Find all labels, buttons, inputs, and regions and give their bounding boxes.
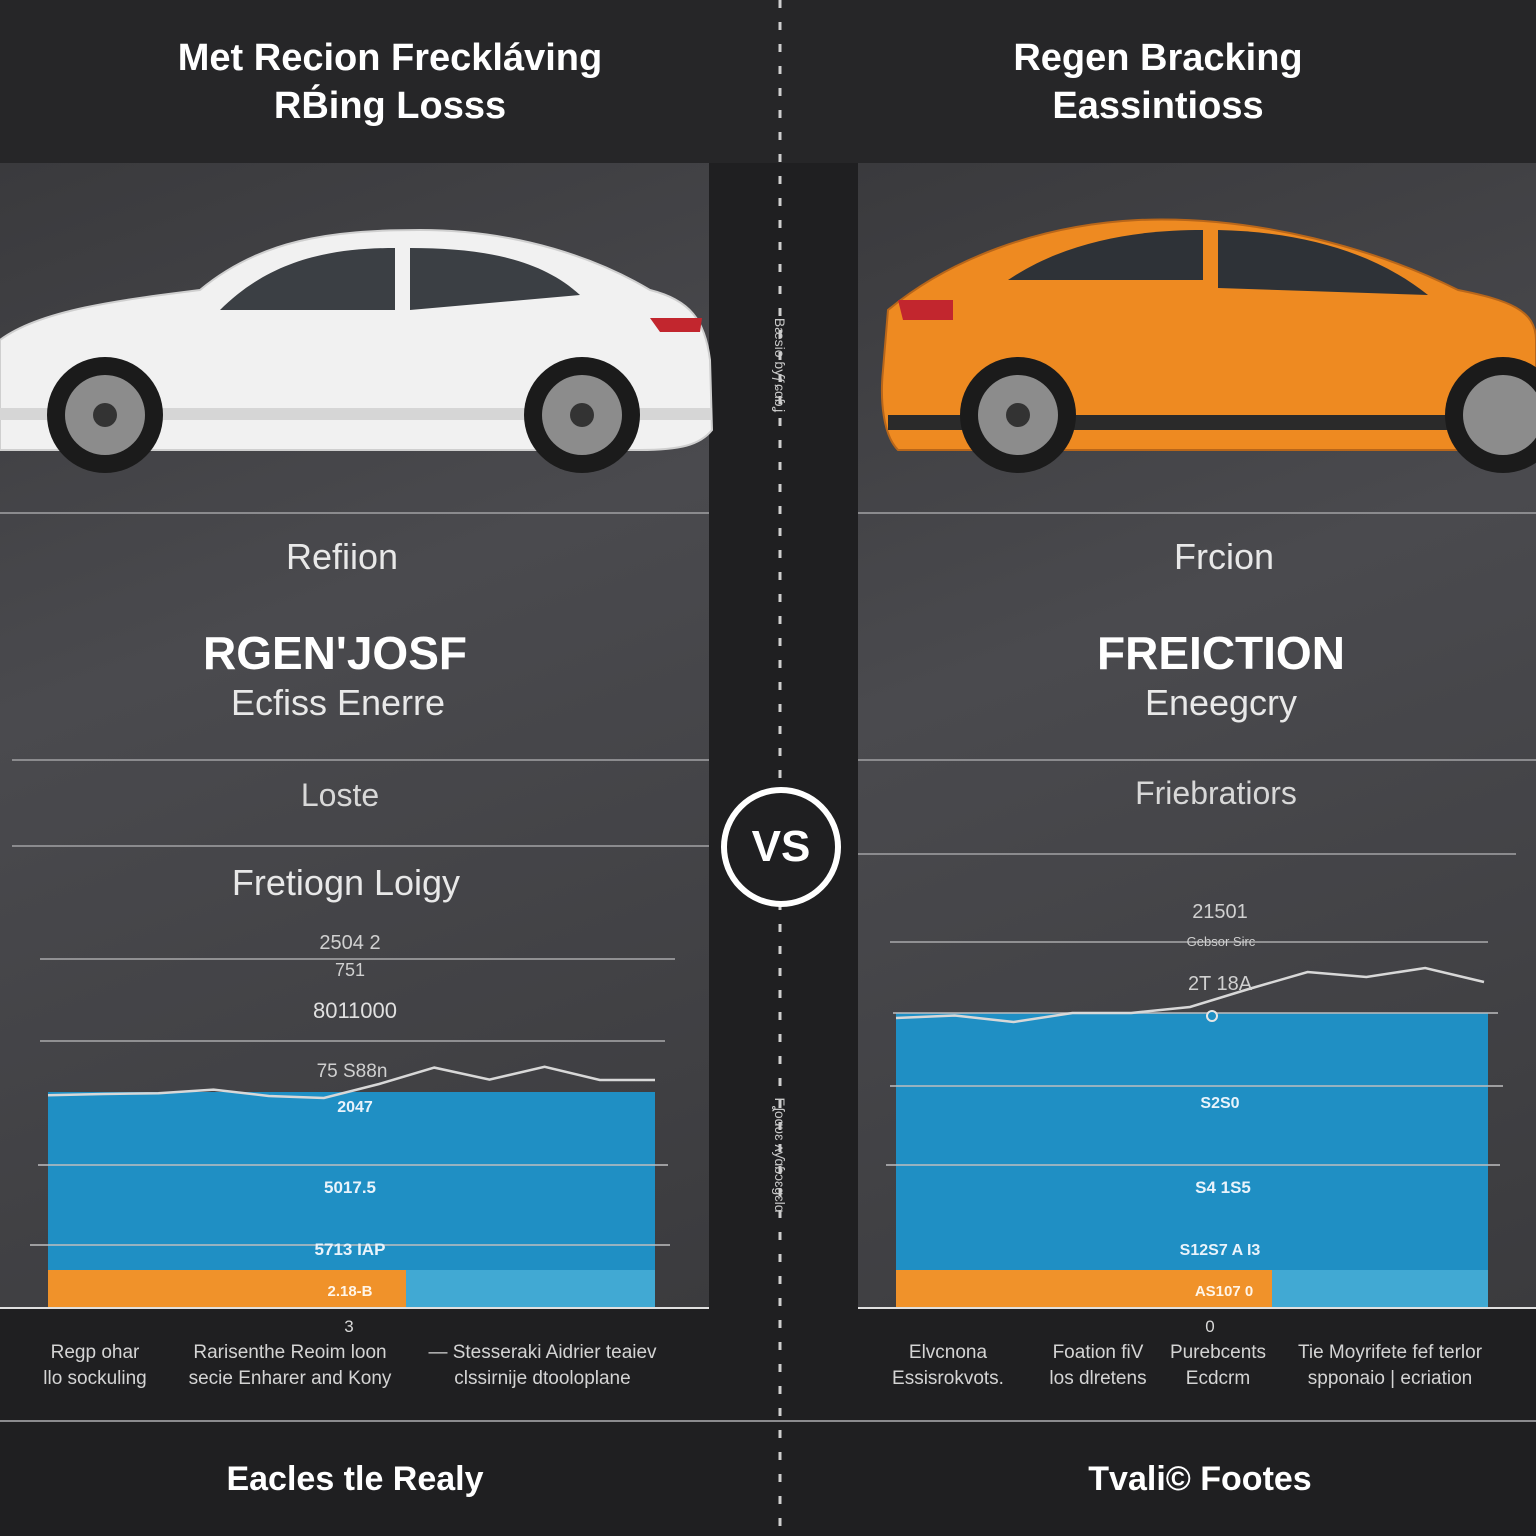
right-legend-4: Tie Moyrifete fef terlor spponaio | ecri…	[1280, 1340, 1500, 1392]
left-header-line-2: RB́ing Losss	[273, 84, 507, 127]
left-legend-3-line2: clssirnije dtooloplane	[454, 1368, 631, 1389]
right-legend-1: Elvcnona Essisrokvots.	[878, 1340, 1018, 1392]
right-series-line	[895, 966, 1485, 1024]
right-legend-2-line1: Foation fiV	[1052, 1342, 1144, 1363]
vs-badge: VS	[721, 787, 841, 907]
right-legend-2-line2: los dlretens	[1049, 1368, 1147, 1389]
right-big-subtitle: Eneegcry	[1144, 682, 1298, 723]
left-annot-3: 8011000	[313, 998, 397, 1023]
right-header: Regen Bracking Eassintioss	[780, 0, 1536, 163]
right-legend-1-line2: Essisrokvots.	[892, 1368, 1004, 1389]
right-legend-2: Foation fiV los dlretens	[1038, 1340, 1158, 1392]
left-legend-3-line1: — Stesseraki Aidrier teaiev	[428, 1342, 657, 1363]
right-legend-3-line1: Purebcents	[1169, 1342, 1267, 1363]
left-bar-label-3: 5713 IAP	[315, 1240, 386, 1259]
left-legend-2: Rarisenthe Reoim loon secie Enharer and …	[170, 1340, 410, 1392]
center-dashed-line	[778, 0, 782, 1536]
left-legend-3: — Stesseraki Aidrier teaiev clssirnije d…	[410, 1340, 675, 1392]
left-series-line	[47, 1065, 655, 1100]
right-big-title: FREICTION	[1097, 627, 1345, 679]
right-legend-4-line2: spponaio | ecriation	[1307, 1368, 1473, 1389]
left-legend-1-line2: llo sockuling	[43, 1368, 147, 1389]
center-text-lower: Fʆoɑʋɛ ʌƴɑɓɔɛɡɛlɑ	[772, 1097, 788, 1213]
right-bar-label-3: S12S7 A I3	[1180, 1242, 1261, 1259]
left-label-top: Refiion	[285, 536, 399, 577]
right-header-line-1: Regen Bracking	[1013, 36, 1303, 79]
left-legend-1-line1: Regp ohar	[50, 1342, 140, 1363]
right-legend-4-line1: Tie Moyrifete fef terlor	[1297, 1342, 1483, 1363]
left-bar-shade	[406, 1270, 655, 1308]
left-axis-tick: 3	[344, 1317, 353, 1336]
right-divider-1	[858, 759, 1536, 761]
left-divider-2	[12, 845, 709, 847]
left-annot-1: 2504 2	[319, 932, 380, 954]
right-footer-title: Tvali© Footes	[1088, 1459, 1312, 1498]
right-car-divider	[858, 512, 1536, 514]
left-annot-2: 751	[335, 960, 365, 980]
right-bar-label-4: AS107 0	[1195, 1283, 1253, 1300]
left-annot-4: 75 S88n	[317, 1061, 388, 1082]
right-bar-label-1: S2S0	[1200, 1095, 1239, 1112]
white-car-illustration	[0, 228, 714, 473]
left-legend-2-line2: secie Enharer and Kony	[188, 1368, 392, 1389]
right-series-marker	[1206, 1010, 1218, 1022]
left-orange-bar	[48, 1270, 406, 1308]
left-divider-1	[12, 759, 709, 761]
left-legend-2-line1: Rarisenthe Reoim loon	[193, 1342, 387, 1363]
orange-car-illustration	[880, 218, 1536, 473]
right-annot-2: Gebsor Sirc	[1187, 934, 1256, 949]
left-header-line-1: Met Recion Freckláving	[177, 36, 603, 79]
right-bar-label-2: S4 1S5	[1195, 1178, 1251, 1197]
right-divider-2	[858, 853, 1516, 855]
right-legend-1-line1: Elvcnona	[908, 1342, 988, 1363]
left-chart: 2504 2 751 8011000 75 S88n 2047 5017.5 5…	[0, 932, 709, 1336]
right-mid-label: Friebratiors	[1135, 775, 1297, 811]
right-annot-1: 21501	[1192, 901, 1248, 923]
left-bar-label-2: 5017.5	[324, 1178, 376, 1197]
center-text-upper: Bæsio ɓƴƒɕɑɓʝ	[772, 317, 788, 413]
left-chart-title: Fretiogn Loigy	[231, 862, 461, 903]
footer-rule	[0, 1420, 1536, 1422]
left-footer-title: Eacles tle Realy	[226, 1459, 484, 1498]
left-legend-1: Regp ohar llo sockuling	[20, 1340, 170, 1392]
left-car-divider	[0, 512, 709, 514]
right-blue-bar	[896, 1013, 1488, 1308]
left-header: Met Recion Freckláving RB́ing Losss	[0, 0, 780, 163]
right-orange-bar	[896, 1270, 1272, 1308]
left-big-subtitle: Ecfiss Enerre	[230, 682, 446, 723]
right-legend-3-line2: Ecdcrm	[1185, 1368, 1251, 1389]
right-axis-tick: 0	[1205, 1317, 1214, 1336]
right-legend-3: Purebcents Ecdcrm	[1158, 1340, 1278, 1392]
right-bar-shade	[1272, 1270, 1488, 1308]
right-annot-3: 2T 18A	[1188, 973, 1253, 995]
right-label-top: Frcion	[1173, 536, 1275, 577]
right-chart: 21501 Gebsor Sirc 2T 18A S2S0 S4 1S5 S12…	[858, 901, 1536, 1336]
left-mid-label: Loste	[300, 777, 380, 813]
left-big-title: RGEN'JOSF	[203, 627, 467, 679]
left-bar-label-1: 2047	[337, 1099, 373, 1116]
right-header-line-2: Eassintioss	[1052, 84, 1264, 127]
left-bar-label-4: 2.18-B	[327, 1283, 372, 1300]
